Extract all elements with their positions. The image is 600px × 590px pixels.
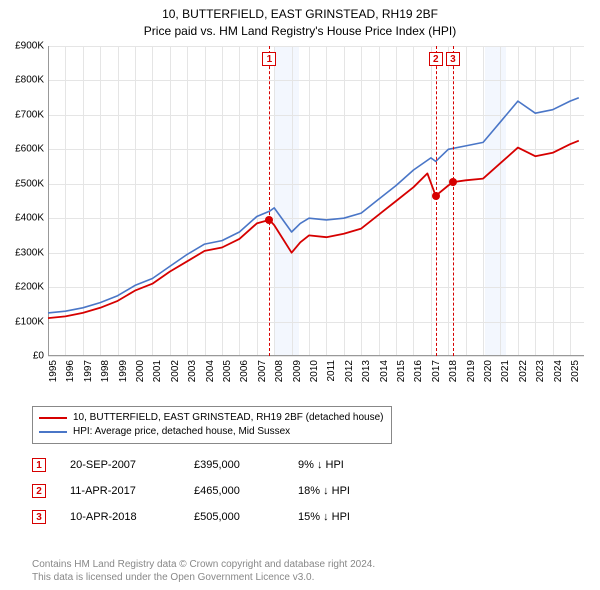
x-tick-label: 2014 — [379, 360, 390, 382]
x-tick-label: 2017 — [431, 360, 442, 382]
event-line — [453, 46, 454, 356]
x-tick-label: 2004 — [205, 360, 216, 382]
event-marker: 3 — [446, 52, 460, 66]
x-tick-label: 2002 — [170, 360, 181, 382]
footer-line-2: This data is licensed under the Open Gov… — [32, 571, 375, 584]
legend-swatch — [39, 417, 67, 419]
title-block: 10, BUTTERFIELD, EAST GRINSTEAD, RH19 2B… — [0, 0, 600, 40]
chart-area: 123 £0£100K£200K£300K£400K£500K£600K£700… — [48, 46, 584, 356]
x-tick-label: 1995 — [48, 360, 59, 382]
y-tick-label: £200K — [15, 282, 44, 293]
x-tick-label: 1997 — [83, 360, 94, 382]
y-tick-label: £100K — [15, 316, 44, 327]
x-tick-label: 2012 — [344, 360, 355, 382]
event-dot — [432, 192, 440, 200]
events-table-row: 2 11-APR-2017 £465,000 18% ↓ HPI — [32, 478, 378, 504]
event-hpi: 18% ↓ HPI — [298, 485, 378, 497]
legend: 10, BUTTERFIELD, EAST GRINSTEAD, RH19 2B… — [32, 406, 392, 444]
x-tick-label: 2020 — [483, 360, 494, 382]
x-tick-label: 2003 — [187, 360, 198, 382]
series-svg — [48, 46, 584, 356]
x-axis-labels: 1995 1996 1997 1998 1999 2000 2001 2002 2003 2004… — [48, 356, 584, 396]
x-tick-label: 2007 — [257, 360, 268, 382]
legend-label: HPI: Average price, detached house, Mid … — [73, 425, 290, 439]
y-tick-label: £500K — [15, 178, 44, 189]
event-marker: 2 — [429, 52, 443, 66]
x-tick-label: 2022 — [518, 360, 529, 382]
x-tick-label: 2008 — [274, 360, 285, 382]
footer: Contains HM Land Registry data © Crown c… — [32, 558, 375, 584]
legend-swatch — [39, 431, 67, 433]
y-tick-label: £700K — [15, 109, 44, 120]
y-tick-label: £300K — [15, 247, 44, 258]
x-tick-label: 2010 — [309, 360, 320, 382]
chart-container: 10, BUTTERFIELD, EAST GRINSTEAD, RH19 2B… — [0, 0, 600, 590]
event-hpi: 9% ↓ HPI — [298, 459, 378, 471]
y-axis-labels: £0£100K£200K£300K£400K£500K£600K£700K£80… — [6, 46, 46, 356]
event-line — [436, 46, 437, 356]
title-line-2: Price paid vs. HM Land Registry's House … — [0, 23, 600, 40]
y-tick-label: £800K — [15, 75, 44, 86]
y-tick-label: £400K — [15, 213, 44, 224]
x-tick-label: 2016 — [413, 360, 424, 382]
event-line — [269, 46, 270, 356]
event-dot — [449, 178, 457, 186]
event-date: 20-SEP-2007 — [70, 459, 170, 471]
event-price: £395,000 — [194, 459, 274, 471]
events-table-row: 1 20-SEP-2007 £395,000 9% ↓ HPI — [32, 452, 378, 478]
event-index-box: 2 — [32, 484, 46, 498]
series-hpi — [48, 98, 579, 313]
x-tick-label: 1996 — [65, 360, 76, 382]
event-hpi: 15% ↓ HPI — [298, 511, 378, 523]
event-index-box: 3 — [32, 510, 46, 524]
y-tick-label: £900K — [15, 41, 44, 52]
x-tick-label: 2019 — [466, 360, 477, 382]
events-table: 1 20-SEP-2007 £395,000 9% ↓ HPI 2 11-APR-2017… — [32, 452, 378, 530]
x-tick-label: 2021 — [500, 360, 511, 382]
x-tick-label: 2011 — [326, 360, 337, 382]
footer-line-1: Contains HM Land Registry data © Crown c… — [32, 558, 375, 571]
x-tick-label: 2023 — [535, 360, 546, 382]
y-tick-label: £0 — [33, 351, 44, 362]
event-price: £505,000 — [194, 511, 274, 523]
event-date: 10-APR-2018 — [70, 511, 170, 523]
event-dot — [265, 216, 273, 224]
x-tick-label: 2006 — [239, 360, 250, 382]
x-tick-label: 2024 — [553, 360, 564, 382]
event-price: £465,000 — [194, 485, 274, 497]
legend-row: HPI: Average price, detached house, Mid … — [39, 425, 383, 439]
legend-row: 10, BUTTERFIELD, EAST GRINSTEAD, RH19 2B… — [39, 411, 383, 425]
event-index-box: 1 — [32, 458, 46, 472]
event-date: 11-APR-2017 — [70, 485, 170, 497]
plot-region: 1 23 — [48, 46, 584, 356]
x-tick-label: 2000 — [135, 360, 146, 382]
y-tick-label: £600K — [15, 144, 44, 155]
title-line-1: 10, BUTTERFIELD, EAST GRINSTEAD, RH19 2B… — [0, 6, 600, 23]
x-tick-label: 2015 — [396, 360, 407, 382]
legend-label: 10, BUTTERFIELD, EAST GRINSTEAD, RH19 2B… — [73, 411, 383, 425]
x-tick-label: 1999 — [118, 360, 129, 382]
x-tick-label: 2009 — [292, 360, 303, 382]
x-tick-label: 1998 — [100, 360, 111, 382]
x-tick-label: 2001 — [152, 360, 163, 382]
x-tick-label: 2005 — [222, 360, 233, 382]
event-marker: 1 — [262, 52, 276, 66]
x-tick-label: 2018 — [448, 360, 459, 382]
series-property — [48, 141, 579, 318]
x-tick-label: 2013 — [361, 360, 372, 382]
x-tick-label: 2025 — [570, 360, 581, 382]
events-table-row: 3 10-APR-2018 £505,000 15% ↓ HPI — [32, 504, 378, 530]
